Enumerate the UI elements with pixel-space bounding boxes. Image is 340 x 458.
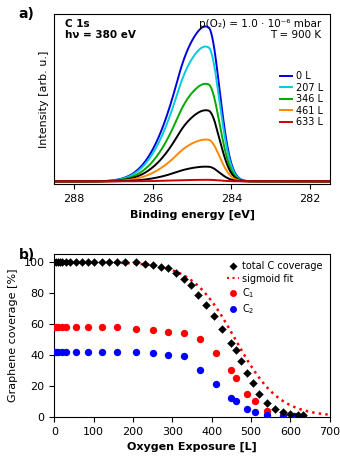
Point [301, 413, 306, 420]
Point [99, 323, 104, 331]
Point [133, 348, 139, 355]
Point [229, 339, 234, 346]
X-axis label: Oxygen Exposure [L]: Oxygen Exposure [L] [127, 442, 257, 453]
Point [252, 398, 258, 405]
Point [115, 348, 120, 355]
Point [107, 258, 112, 266]
Point [219, 325, 224, 332]
Point [203, 302, 209, 309]
Point [85, 348, 90, 355]
Point [115, 258, 120, 266]
Point [244, 390, 250, 397]
Point [64, 348, 69, 355]
Point [292, 412, 297, 420]
Point [150, 262, 155, 269]
Point [250, 379, 256, 387]
Point [54, 258, 59, 266]
Point [244, 370, 250, 377]
Point [54, 323, 59, 331]
Y-axis label: Graphene coverage [%]: Graphene coverage [%] [8, 269, 18, 402]
Point [244, 405, 250, 413]
Point [264, 399, 270, 407]
Point [229, 394, 234, 402]
Point [73, 258, 79, 266]
Point [52, 348, 57, 355]
Point [54, 348, 59, 355]
Point [133, 325, 139, 332]
Point [59, 258, 65, 266]
Point [292, 412, 297, 420]
Legend: total C coverage, sigmoid fit, C$_1$, C$_2$: total C coverage, sigmoid fit, C$_1$, C$… [225, 259, 325, 318]
Point [56, 348, 61, 355]
Point [182, 330, 187, 337]
Point [280, 412, 285, 419]
Point [99, 258, 104, 266]
Text: b): b) [19, 248, 35, 262]
Point [211, 312, 217, 320]
Point [233, 375, 238, 382]
Point [166, 351, 171, 359]
Point [256, 390, 262, 397]
Text: C 1s
hν = 380 eV: C 1s hν = 380 eV [65, 19, 136, 40]
Point [280, 409, 285, 416]
Point [301, 413, 306, 420]
Y-axis label: Intensity [arb. u.]: Intensity [arb. u.] [39, 50, 49, 148]
Point [213, 349, 218, 357]
Point [239, 357, 244, 365]
Point [150, 349, 155, 357]
Point [57, 258, 63, 266]
Point [56, 323, 61, 331]
Point [158, 263, 163, 270]
Text: a): a) [19, 7, 34, 21]
Point [56, 258, 61, 266]
Legend: 0 L, 207 L, 346 L, 461 L, 633 L: 0 L, 207 L, 346 L, 461 L, 633 L [278, 69, 325, 129]
Point [85, 258, 90, 266]
Point [133, 258, 139, 266]
Point [52, 323, 57, 331]
Point [174, 269, 179, 277]
Point [264, 407, 270, 414]
Point [67, 258, 73, 266]
Point [229, 367, 234, 374]
Point [197, 336, 203, 343]
Point [115, 323, 120, 331]
Point [182, 275, 187, 283]
Point [91, 258, 97, 266]
Point [122, 258, 128, 266]
Point [295, 412, 301, 419]
Point [213, 381, 218, 388]
Point [272, 405, 277, 413]
Point [288, 410, 293, 417]
Point [59, 323, 65, 331]
Point [64, 323, 69, 331]
Point [166, 265, 171, 272]
X-axis label: Binding energy [eV]: Binding energy [eV] [130, 210, 255, 220]
Point [280, 412, 285, 420]
Point [52, 258, 57, 266]
Point [64, 258, 69, 266]
Point [79, 258, 85, 266]
Point [197, 367, 203, 374]
Point [233, 347, 238, 354]
Point [59, 348, 65, 355]
Point [85, 323, 90, 331]
Text: p(O₂) = 1.0 · 10⁻⁶ mbar
T = 900 K: p(O₂) = 1.0 · 10⁻⁶ mbar T = 900 K [199, 19, 322, 40]
Point [166, 328, 171, 335]
Point [73, 323, 79, 331]
Point [233, 398, 238, 405]
Point [73, 348, 79, 355]
Point [195, 291, 201, 298]
Point [188, 282, 193, 289]
Point [301, 412, 306, 419]
Point [252, 409, 258, 416]
Point [99, 348, 104, 355]
Point [142, 260, 148, 267]
Point [182, 353, 187, 360]
Point [264, 412, 270, 419]
Point [150, 327, 155, 334]
